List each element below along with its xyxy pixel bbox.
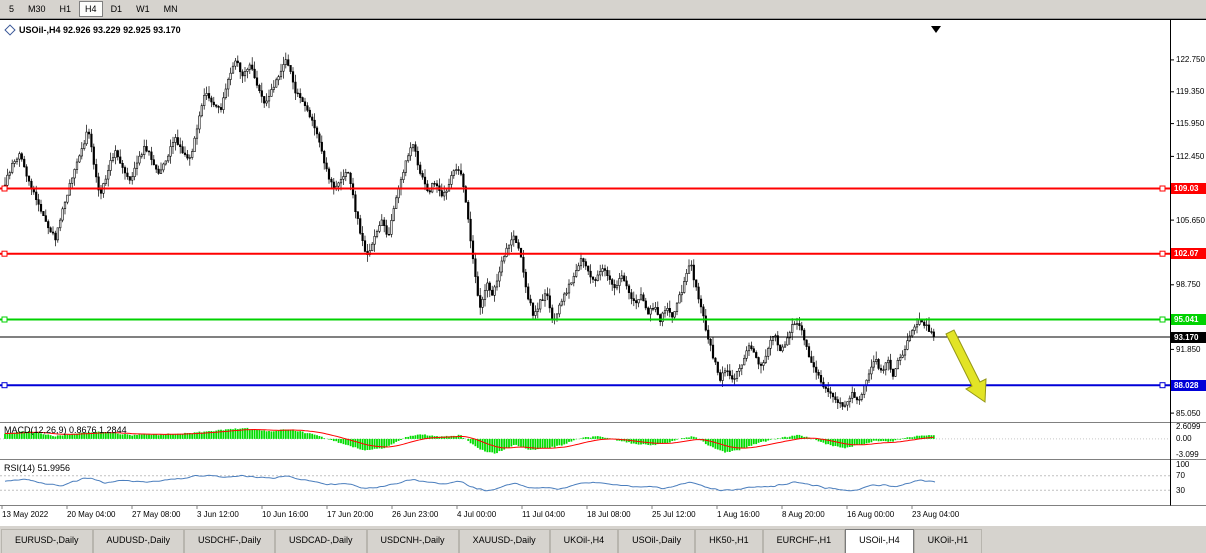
timeframe-button-W1[interactable]: W1 [130,1,156,17]
timeframe-button-5[interactable]: 5 [3,1,21,17]
chart-canvas[interactable] [0,20,1206,525]
chart-tab-eurchf-h1[interactable]: EURCHF-,H1 [762,529,846,553]
rsi-line [4,474,936,492]
macd-label: MACD(12,26,9) 0.8676 1.2844 [4,425,127,435]
date-axis-label: 4 Jul 00:00 [457,510,497,519]
chart-tab-usdcnh-daily[interactable]: USDCNH-,Daily [366,529,459,553]
chart-tab-usdchf-daily[interactable]: USDCHF-,Daily [184,529,276,553]
chart-title-text: USOil-,H4 92.926 93.229 92.925 93.170 [19,25,181,35]
timeframe-button-MN[interactable]: MN [157,1,184,17]
chart-window[interactable]: USOil-,H4 92.926 93.229 92.925 93.170 MA… [0,19,1206,525]
price-tick-label: 105.650 [1176,215,1205,225]
date-axis-label: 3 Jun 12:00 [197,510,239,519]
rsi-scale-label: 100 [1176,460,1190,470]
price-line-label: 95.041 [1171,314,1206,325]
last-bar-marker-icon [931,26,941,33]
price-line-label: 88.028 [1171,379,1206,391]
price-tick-label: 98.750 [1176,280,1201,290]
price-line-label: 93.170 [1171,331,1206,343]
price-line-109.03[interactable] [0,185,1170,192]
chart-title: USOil-,H4 92.926 93.229 92.925 93.170 [4,24,181,36]
chart-tab-usoil-daily[interactable]: USOil-,Daily [618,529,696,553]
down-arrow-annotation[interactable] [945,329,987,403]
price-scale: 122.750 119.350 115.950 112.450 105.650 98.75… [1171,20,1206,506]
timeframe-button-H1[interactable]: H1 [53,1,78,17]
price-line-label: 109.03 [1171,182,1206,194]
date-axis-label: 1 Aug 16:00 [717,510,760,519]
date-axis-label: 10 Jun 16:00 [262,510,309,519]
macd-scale-label: 2.6099 [1176,421,1201,431]
timeframe-button-D1[interactable]: D1 [104,1,129,17]
date-axis-label: 11 Jul 04:00 [522,510,565,519]
date-axis-label: 16 Aug 00:00 [847,510,895,519]
date-axis-label: 18 Jul 08:00 [587,510,631,519]
price-line-label: 102.07 [1171,248,1206,260]
price-tick-label: 119.350 [1176,87,1205,97]
date-axis-label: 8 Aug 20:00 [782,510,825,519]
macd-scale-label: -3.099 [1176,449,1199,459]
chart-tab-ukoil-h1[interactable]: UKOil-,H1 [913,529,983,553]
price-tick-label: 115.950 [1176,119,1205,129]
date-axis-label: 26 Jun 23:00 [392,510,439,519]
timeframe-button-M30[interactable]: M30 [22,1,52,17]
price-line-102.07[interactable] [0,250,1170,257]
price-tick-label: 91.850 [1176,344,1201,354]
date-axis-label: 27 May 08:00 [132,510,181,519]
candle-bodies [3,59,935,407]
chart-tabs-bar: EURUSD-,Daily AUDUSD-,Daily USDCHF-,Daily U… [0,525,1206,553]
date-axis-label: 23 Aug 04:00 [912,510,960,519]
date-axis-label: 20 May 04:00 [67,510,116,519]
chart-tab-usdcad-daily[interactable]: USDCAD-,Daily [275,529,367,553]
price-line-95.041[interactable] [0,316,1170,323]
macd-scale-label: 0.00 [1176,434,1192,444]
rsi-scale-label: 70 [1176,471,1185,481]
price-tick-label: 122.750 [1176,55,1205,65]
chart-tab-eurusd-daily[interactable]: EURUSD-,Daily [1,529,93,553]
date-axis-label: 13 May 2022 [2,510,49,519]
date-axis: 13 May 2022 20 May 04:00 27 May 08:00 3 Jun… [0,510,1170,524]
date-axis-label: 25 Jul 12:00 [652,510,696,519]
rsi-scale-label: 30 [1176,485,1185,495]
chart-tab-ukoil-h4[interactable]: UKOil-,H4 [549,529,619,553]
chart-tab-xauusd-daily[interactable]: XAUUSD-,Daily [458,529,550,553]
price-tick-label: 85.050 [1176,408,1201,418]
timeframe-button-H4[interactable]: H4 [79,1,103,17]
rsi-label: RSI(14) 51.9956 [4,463,71,473]
timeframe-toolbar: 5 M30 H1 H4 D1 W1 MN [0,0,1206,19]
price-tick-label: 112.450 [1176,151,1205,161]
chart-symbol-icon [4,24,16,36]
chart-tab-usoil-h4[interactable]: USOil-,H4 [845,529,914,553]
macd-signal-line [5,428,934,449]
chart-tab-hk50-h1[interactable]: HK50-,H1 [695,529,763,553]
chart-tab-audusd-daily[interactable]: AUDUSD-,Daily [92,529,185,553]
date-axis-label: 17 Jun 20:00 [327,510,374,519]
